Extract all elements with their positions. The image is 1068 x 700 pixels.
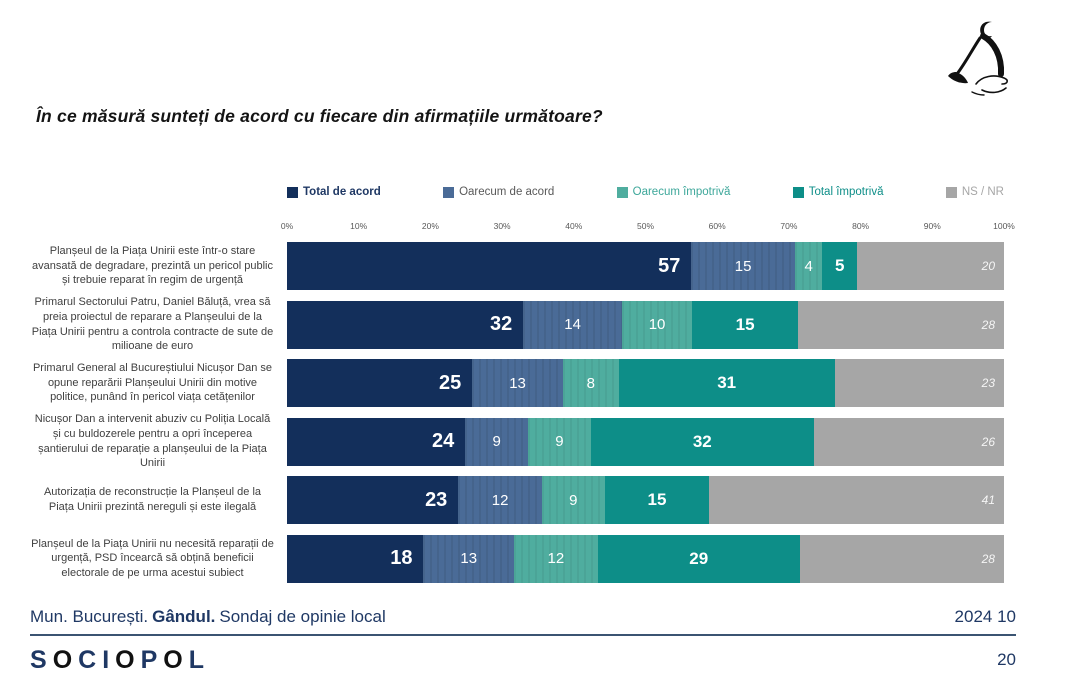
statement-label: Primarul General al Bucureștiului Nicușo…	[32, 362, 273, 404]
bar-segment-total-de-acord: 24	[287, 417, 466, 466]
axis-tick: 60%	[708, 221, 726, 231]
bar-segment-oarecum-impotriva: 10	[621, 300, 693, 349]
legend-swatch-icon	[945, 186, 957, 198]
bar-segment-total-de-acord: 18	[287, 534, 424, 583]
bar-segment-ns-nr: 28	[797, 300, 1004, 349]
brand-letter: L	[188, 645, 211, 674]
bar-segment-total-impotriva: 32	[590, 417, 814, 466]
table-row: Nicușor Dan a intervenit abuziv cu Poliț…	[30, 413, 1005, 470]
stacked-bar: 32 14 10 15 28	[287, 300, 1004, 349]
legend-label: Total împotrivă	[808, 186, 884, 198]
source-part1: Mun. București.	[30, 607, 149, 626]
bar-segment-ns-nr: 23	[834, 359, 1004, 407]
brand-letter: O	[115, 645, 141, 674]
bar-segment-total-impotriva: 5	[822, 242, 857, 290]
legend-item-oarecum-impotriva: Oarecum împotrivă	[616, 186, 731, 198]
footer-source-line: Mun. București. Gândul. Sondaj de opinie l…	[30, 607, 1016, 627]
stacked-bar: 23 12 9 15 41	[287, 476, 1004, 524]
bar-segment-ns-nr: 20	[856, 242, 1004, 290]
source-bold: Gândul.	[152, 607, 216, 626]
legend-item-total-de-acord: Total de acord	[287, 186, 381, 198]
bar-segment-oarecum-de-acord: 12	[458, 476, 542, 524]
axis-tick: 0%	[280, 221, 294, 231]
footer-brand-row: S O C I O P O L 20	[30, 643, 1016, 677]
brand-letter: S	[30, 645, 53, 674]
statement-label: Primarul Sectorului Patru, Daniel Băluță…	[31, 296, 274, 353]
statement-label: Nicușor Dan a intervenit abuziv cu Poliț…	[34, 413, 271, 470]
legend-label: Oarecum de acord	[459, 186, 555, 198]
source-text: Mun. București. Gândul. Sondaj de opinie l…	[30, 607, 390, 627]
x-axis: 0% 10% 20% 30% 40% 50% 60% 70% 80% 90% 1…	[281, 221, 1015, 233]
sociopol-logo: S O C I O P O L	[30, 646, 210, 675]
statement-label: Planșeul de la Piața Unirii nu necesită …	[31, 537, 274, 579]
bar-segment-ns-nr: 41	[709, 476, 1004, 524]
chart-rows: Planșeul de la Piața Unirii este într-o …	[30, 242, 1005, 583]
bar-segment-oarecum-de-acord: 15	[691, 242, 795, 290]
brand-letter: O	[52, 645, 79, 674]
axis-tick: 100%	[993, 221, 1015, 231]
legend-swatch-icon	[616, 186, 628, 198]
legend-swatch-icon	[287, 186, 298, 198]
legend-swatch-icon	[443, 186, 455, 198]
table-row: Primarul General al Bucureștiului Nicușo…	[30, 359, 1004, 407]
bar-segment-oarecum-impotriva: 12	[514, 534, 598, 583]
table-row: Planșeul de la Piața Unirii este într-o …	[30, 242, 1004, 290]
chart-legend: Total de acord Oarecum de acord Oarecum …	[287, 185, 1004, 199]
bar-segment-oarecum-impotriva: 8	[562, 359, 619, 407]
bar-segment-total-de-acord: 23	[287, 476, 459, 524]
statement-label: Planșeul de la Piața Unirii este într-o …	[32, 245, 273, 287]
brand-letter: I	[102, 645, 116, 674]
axis-tick: 50%	[636, 221, 655, 231]
axis-tick: 30%	[493, 221, 511, 231]
legend-label: NS / NR	[961, 186, 1004, 198]
bar-segment-oarecum-de-acord: 9	[465, 417, 529, 466]
statement-label: Autorizația de reconstrucție la Planșeul…	[43, 486, 262, 513]
bar-segment-oarecum-de-acord: 13	[472, 359, 563, 407]
bar-segment-oarecum-de-acord: 13	[423, 534, 515, 583]
legend-label: Oarecum împotrivă	[632, 186, 731, 198]
legend-item-oarecum-de-acord: Oarecum de acord	[443, 186, 554, 198]
axis-tick: 70%	[780, 221, 798, 231]
bar-segment-oarecum-impotriva: 9	[528, 417, 591, 466]
legend-swatch-icon	[792, 186, 804, 198]
stacked-bar: 18 13 12 29 28	[287, 534, 1004, 583]
bar-segment-total-de-acord: 32	[287, 300, 524, 349]
brand-letter: O	[163, 645, 189, 674]
axis-tick: 40%	[565, 221, 583, 231]
bar-segment-total-impotriva: 15	[692, 300, 798, 349]
bar-segment-oarecum-impotriva: 4	[794, 242, 823, 290]
bar-segment-total-de-acord: 25	[287, 359, 473, 407]
bar-segment-ns-nr: 28	[799, 534, 1004, 583]
penguin-logo-icon	[948, 21, 1008, 96]
brand-letter: C	[78, 645, 103, 674]
brand-letter: P	[140, 645, 164, 674]
source-part2: Sondaj de opinie local	[219, 607, 386, 626]
legend-label: Total de acord	[303, 186, 381, 198]
bar-segment-oarecum-impotriva: 9	[541, 476, 605, 524]
stacked-bar: 25 13 8 31 23	[287, 359, 1004, 407]
page-number: 20	[997, 650, 1016, 669]
bar-segment-total-impotriva: 31	[618, 359, 835, 407]
axis-tick: 90%	[923, 221, 941, 231]
page-title: În ce măsură sunteți de acord cu fiecare…	[36, 106, 603, 126]
table-row: Primarul Sectorului Patru, Daniel Băluță…	[30, 296, 1004, 353]
bar-segment-oarecum-de-acord: 14	[523, 300, 622, 349]
table-row: Planșeul de la Piața Unirii nu necesită …	[30, 534, 1004, 583]
stacked-bar: 24 9 9 32 26	[287, 417, 1005, 466]
axis-tick: 80%	[852, 221, 870, 231]
stacked-bar: 57 15 4 5 20	[287, 242, 1004, 290]
bar-segment-ns-nr: 26	[813, 417, 1005, 466]
bar-segment-total-de-acord: 57	[287, 242, 692, 290]
legend-item-total-impotriva: Total împotrivă	[792, 186, 884, 198]
table-row: Autorizația de reconstrucție la Planșeul…	[30, 476, 1004, 524]
stacked-bar-chart: Total de acord Oarecum de acord Oarecum …	[30, 185, 1015, 583]
survey-date: 2024 10	[954, 607, 1016, 626]
bar-segment-total-impotriva: 29	[597, 534, 800, 583]
bar-segment-total-impotriva: 15	[604, 476, 710, 524]
legend-item-ns-nr: NS / NR	[945, 186, 1004, 198]
axis-tick: 10%	[350, 221, 368, 231]
footer-divider	[30, 634, 1016, 636]
axis-tick: 20%	[421, 221, 439, 231]
